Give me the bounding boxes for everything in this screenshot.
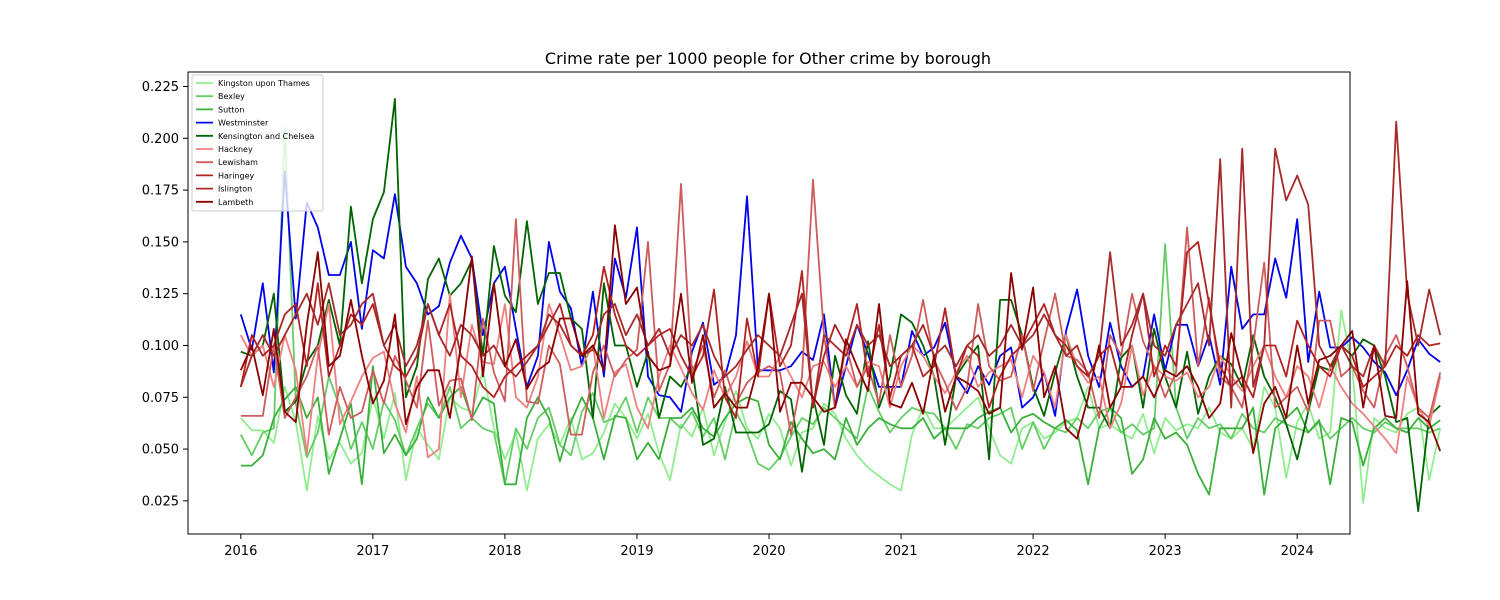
x-tick-label: 2018 — [488, 544, 521, 559]
legend: Kingston upon Thames Bexley Sutton Westmins… — [191, 74, 324, 212]
y-tick-label: 0.175 — [142, 184, 179, 199]
series-line-7 — [239, 240, 1441, 419]
x-tick-label: 2024 — [1281, 544, 1314, 559]
x-tick-label: 2023 — [1149, 544, 1182, 559]
x-tick-label: 2020 — [752, 544, 785, 559]
y-tick-label: 0.125 — [142, 287, 179, 302]
legend-label-7: Haringey — [218, 171, 255, 180]
y-tick-label: 0.225 — [142, 80, 179, 95]
legend-label-9: Lambeth — [218, 198, 253, 207]
y-axis: 0.025 0.050 0.075 0.100 0.125 0.150 0.175 0.200… — [142, 80, 188, 509]
x-tick-label: 2021 — [884, 544, 917, 559]
y-tick-label: 0.100 — [142, 339, 179, 354]
y-tick-label: 0.200 — [142, 132, 179, 147]
series-line-9 — [239, 224, 1442, 455]
y-tick-label: 0.150 — [142, 235, 179, 250]
series-line-8 — [239, 120, 1442, 409]
legend-label-6: Lewisham — [218, 158, 258, 167]
legend-box — [191, 74, 324, 212]
x-tick-label: 2017 — [356, 544, 389, 559]
legend-label-5: Hackney — [218, 145, 253, 154]
x-axis: 2016 2017 2018 2019 2020 2021 2022 2023 2024 — [224, 534, 1314, 559]
series-line-3 — [239, 170, 1441, 417]
x-tick-label: 2019 — [620, 544, 653, 559]
legend-label-1: Bexley — [218, 92, 245, 101]
x-tick-label: 2022 — [1017, 544, 1050, 559]
legend-label-2: Sutton — [218, 105, 244, 114]
y-tick-label: 0.075 — [142, 391, 179, 406]
legend-label-8: Islington — [218, 185, 252, 194]
chart-title: Crime rate per 1000 people for Other cri… — [545, 49, 991, 68]
y-tick-label: 0.025 — [142, 494, 179, 509]
series-layer — [239, 98, 1442, 513]
series-line-0 — [240, 309, 1442, 504]
x-tick-label: 2016 — [224, 544, 257, 559]
legend-label-4: Kensington and Chelsea — [218, 132, 315, 141]
y-tick-label: 0.050 — [142, 443, 179, 458]
legend-label-3: Westminster — [218, 119, 269, 128]
legend-label-0: Kingston upon Thames — [218, 79, 310, 88]
